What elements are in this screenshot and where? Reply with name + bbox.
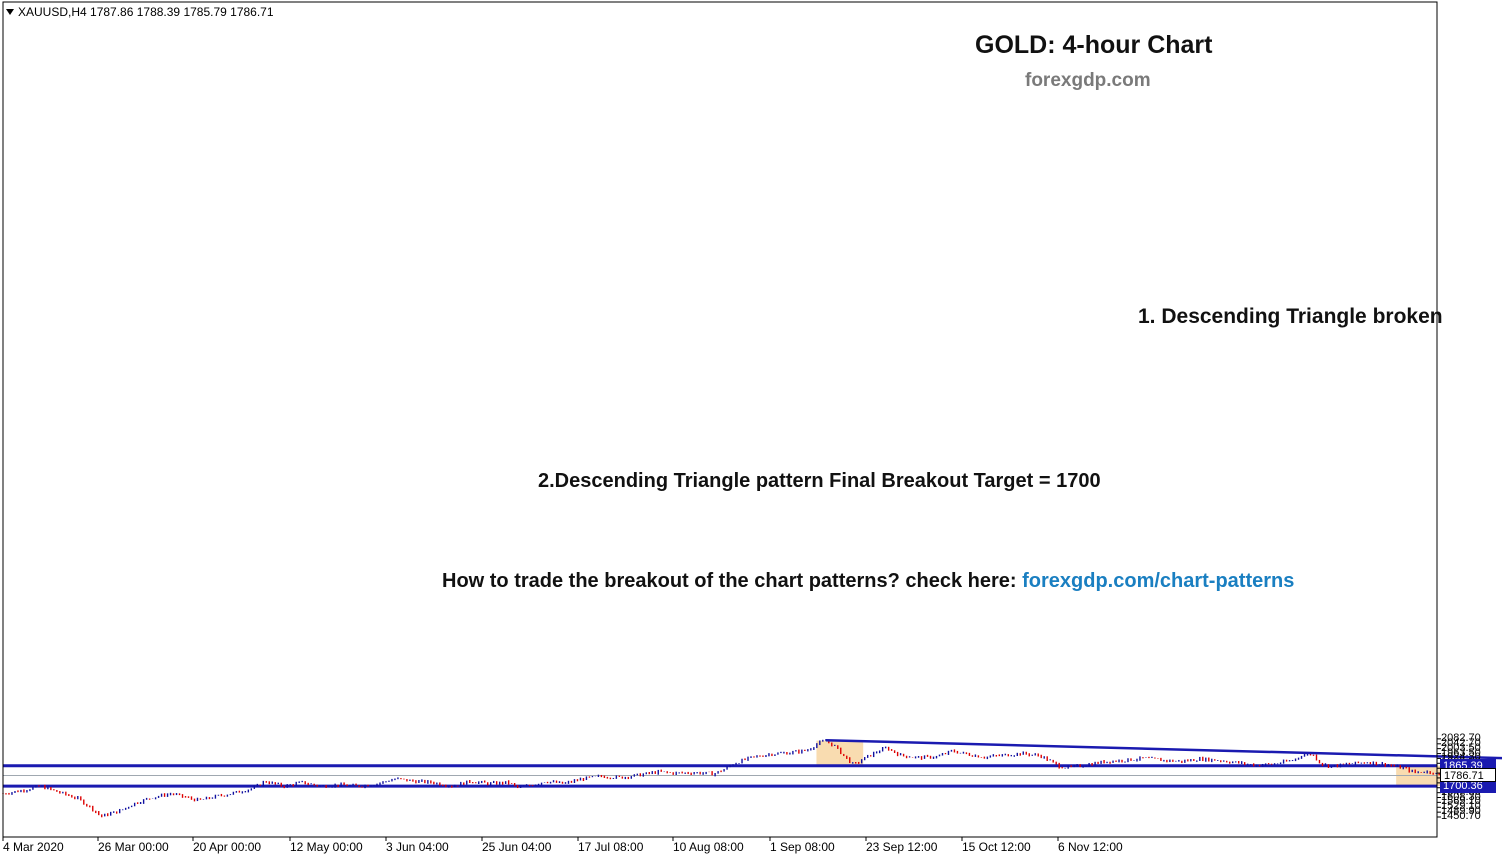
y-tick-label: 1489.90 <box>1441 805 1481 818</box>
x-tick-label: 25 Jun 04:00 <box>482 840 552 854</box>
x-tick-label: 23 Sep 12:00 <box>866 840 938 854</box>
symbol-info-text: XAUUSD,H4 1787.86 1788.39 1785.79 1786.7… <box>18 5 274 19</box>
dropdown-triangle-icon[interactable] <box>6 9 14 15</box>
x-tick-label: 26 Mar 00:00 <box>98 840 169 854</box>
horizontal-levels-layer <box>3 764 1437 788</box>
y-tick-label: 2082.70 <box>1441 731 1481 744</box>
x-tick-label: 1 Sep 08:00 <box>770 840 835 854</box>
price-tag-1700.36: 1700.36 <box>1440 779 1496 794</box>
plot-frame <box>2 1 1438 838</box>
howto-text: How to trade the breakout of the chart p… <box>442 570 1023 592</box>
symbol-info-bar: XAUUSD,H4 1787.86 1788.39 1785.79 1786.7… <box>6 5 274 19</box>
y-tick-label: 2042.70 <box>1441 736 1481 749</box>
chart-title: GOLD: 4-hour Chart <box>975 31 1213 59</box>
x-tick-label: 12 May 00:00 <box>290 840 363 854</box>
trendline-layer <box>825 738 1502 760</box>
annotation-triangle-broken: 1. Descending Triangle broken <box>1138 305 1443 328</box>
y-tick-label: 1450.70 <box>1441 810 1481 822</box>
chart-patterns-link[interactable]: forexgdp.com/chart-patterns <box>1022 570 1295 592</box>
axis-layer <box>2 1 1441 841</box>
x-tick-label: 4 Mar 2020 <box>3 840 64 854</box>
price-tag-1786.71: 1786.71 <box>1440 768 1496 783</box>
x-tick-label: 10 Aug 08:00 <box>673 840 744 854</box>
y-tick-label: 1569.10 <box>1441 795 1481 808</box>
y-tick-label: 1963.50 <box>1441 746 1481 759</box>
y-tick-label: 1529.10 <box>1441 800 1481 813</box>
x-tick-label: 3 Jun 04:00 <box>386 840 449 854</box>
x-tick-label: 20 Apr 00:00 <box>193 840 262 854</box>
y-tick-label: 2003.50 <box>1441 741 1481 754</box>
annotation-howto: How to trade the breakout of the chart p… <box>442 570 1294 593</box>
x-tick-label: 6 Nov 12:00 <box>1058 840 1123 854</box>
x-tick-label: 17 Jul 08:00 <box>578 840 644 854</box>
annotation-breakout-target: 2.Descending Triangle pattern Final Brea… <box>538 470 1101 492</box>
candles-layer <box>2 739 1440 818</box>
descending-trendline <box>825 738 1502 760</box>
highlight-zone-1 <box>816 740 864 766</box>
chart-subtitle: forexgdp.com <box>1025 70 1151 91</box>
x-tick-label: 15 Oct 12:00 <box>962 840 1031 854</box>
y-tick-label: 1608.30 <box>1441 790 1481 803</box>
